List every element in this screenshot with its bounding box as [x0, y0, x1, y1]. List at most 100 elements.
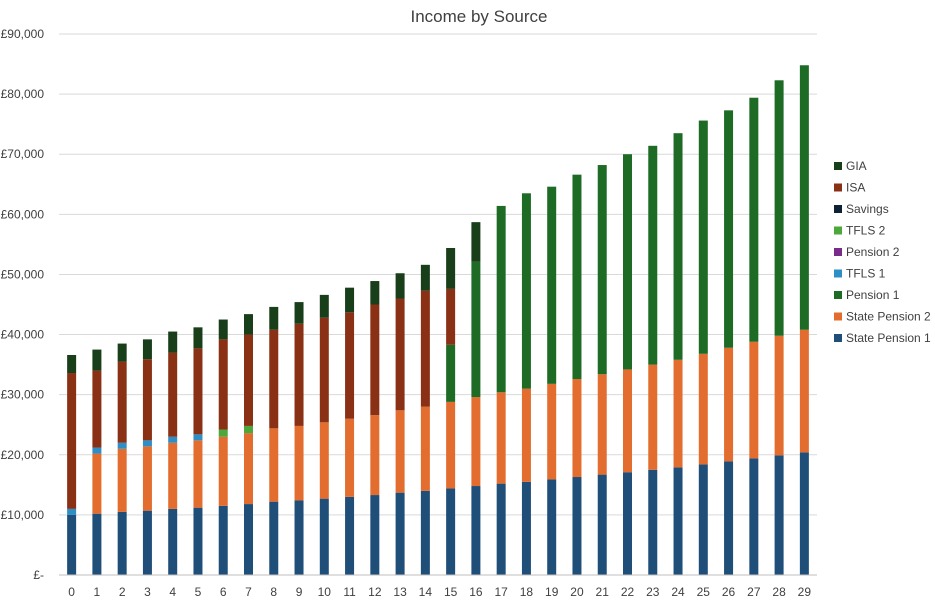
legend-label-isa: ISA [846, 181, 865, 195]
bar-tfls-2-7 [244, 425, 253, 434]
bar-state-pension-1-0 [67, 514, 77, 575]
bar-state-pension-2-28 [774, 335, 784, 456]
bar-stack-23 [648, 145, 658, 575]
bar-gia-0 [67, 354, 77, 374]
x-tick-label: 4 [169, 585, 176, 599]
legend-item-state-pension-1: State Pension 1 [834, 331, 931, 345]
legend-item-pension-1: Pension 1 [834, 288, 900, 302]
bar-state-pension-1-22 [623, 472, 632, 575]
x-tick-label: 17 [494, 585, 508, 599]
bar-pension-1-17 [496, 205, 506, 393]
legend-swatch-pension-1 [834, 291, 842, 299]
bar-pension-1-16 [471, 261, 481, 398]
bar-state-pension-1-12 [370, 495, 380, 575]
bar-isa-12 [370, 304, 380, 416]
x-axis-tick-labels: 0 1 2 3 4 5 6 7 8 9 10 11 12 13 14 15 16 17 18 19 20 21 22 23 24… [68, 585, 811, 599]
bar-stack-13 [395, 273, 405, 575]
bar-state-pension-2-18 [521, 388, 531, 482]
x-tick-label: 1 [94, 585, 101, 599]
legend-swatch-gia [834, 162, 842, 170]
bar-state-pension-2-9 [294, 425, 304, 501]
bar-state-pension-1-20 [572, 477, 582, 575]
bar-gia-4 [168, 331, 178, 353]
bar-gia-14 [420, 264, 430, 291]
bar-gia-13 [395, 273, 405, 299]
y-tick-label: £70,000 [1, 147, 45, 161]
bar-gia-5 [193, 327, 203, 349]
bar-state-pension-1-27 [749, 458, 759, 575]
bar-stack-26 [724, 110, 734, 575]
legend-label-state-pension-2: State Pension 2 [846, 310, 931, 324]
legend-label-tfls-2: TFLS 2 [846, 224, 886, 238]
y-tick-label: £60,000 [1, 207, 45, 221]
legend-swatch-tfls-2 [834, 226, 842, 235]
bar-gia-11 [345, 287, 355, 313]
y-tick-label: £10,000 [1, 508, 45, 522]
bar-state-pension-2-4 [168, 442, 178, 509]
bar-state-pension-2-3 [142, 446, 152, 511]
bar-stack-5 [193, 327, 203, 575]
bar-stack-19 [547, 186, 557, 575]
bar-state-pension-2-25 [698, 353, 708, 465]
bar-state-pension-2-20 [572, 379, 582, 478]
x-tick-label: 25 [697, 585, 711, 599]
bar-stack-17 [496, 205, 506, 575]
bar-state-pension-2-27 [749, 341, 759, 459]
bar-state-pension-1-8 [269, 501, 279, 575]
bar-isa-4 [168, 352, 178, 437]
bar-state-pension-2-21 [597, 374, 607, 475]
bar-isa-13 [395, 298, 405, 411]
bar-stack-15 [446, 247, 456, 575]
legend-label-tfls-1: TFLS 1 [846, 267, 886, 281]
bar-state-pension-1-24 [673, 467, 683, 575]
bar-tfls-1-5 [193, 434, 203, 441]
x-tick-label: 29 [798, 585, 812, 599]
bar-stack-28 [774, 80, 784, 575]
bar-stack-9 [294, 302, 304, 575]
bar-state-pension-1-6 [218, 505, 228, 575]
y-tick-label: £80,000 [1, 87, 45, 101]
bar-state-pension-1-21 [597, 474, 607, 575]
y-tick-label: £20,000 [1, 448, 45, 462]
x-tick-label: 5 [195, 585, 202, 599]
bar-isa-10 [319, 317, 329, 423]
bar-state-pension-1-2 [117, 511, 127, 575]
bar-gia-1 [92, 349, 102, 371]
bar-stack-3 [142, 339, 152, 575]
bar-state-pension-1-9 [294, 500, 304, 575]
legend-swatch-state-pension-2 [834, 312, 842, 321]
bar-state-pension-2-17 [496, 392, 506, 484]
bar-tfls-2-6 [218, 429, 228, 437]
bar-stack-18 [521, 193, 531, 575]
x-tick-label: 28 [772, 585, 786, 599]
y-tick-label: £30,000 [1, 388, 45, 402]
bar-state-pension-2-5 [193, 440, 203, 508]
bar-state-pension-1-1 [92, 513, 102, 575]
bar-state-pension-2-12 [370, 415, 380, 496]
bar-state-pension-1-15 [446, 488, 456, 575]
x-tick-label: 27 [747, 585, 761, 599]
x-tick-label: 8 [270, 585, 277, 599]
bar-gia-3 [142, 339, 152, 360]
bar-state-pension-2-10 [319, 422, 329, 499]
x-tick-label: 19 [545, 585, 559, 599]
bar-stack-8 [269, 306, 279, 575]
bar-state-pension-2-23 [648, 364, 658, 470]
bar-stack-20 [572, 174, 582, 575]
legend-label-pension-2: Pension 2 [846, 245, 900, 259]
bar-state-pension-1-16 [471, 486, 481, 575]
y-axis-tick-labels: £- £10,000 £20,000 £30,000 £40,000 £50,000 £60… [1, 27, 45, 582]
x-tick-label: 13 [393, 585, 407, 599]
legend-item-pension-2: Pension 2 [834, 245, 900, 259]
bar-state-pension-1-25 [698, 464, 708, 575]
bar-stack-0 [67, 354, 77, 575]
chart-title: Income by Source [410, 7, 547, 26]
bar-gia-16 [471, 222, 481, 262]
bar-gia-7 [244, 314, 253, 335]
bar-state-pension-2-1 [92, 453, 102, 514]
bar-tfls-1-3 [142, 440, 152, 447]
y-tick-label: £50,000 [1, 267, 45, 281]
bar-tfls-1-1 [92, 447, 102, 454]
bar-pension-1-27 [749, 97, 759, 342]
x-tick-label: 6 [220, 585, 227, 599]
